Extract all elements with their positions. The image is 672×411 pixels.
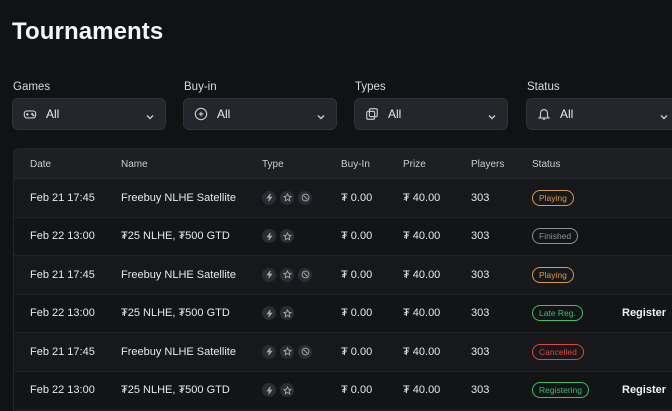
- cell-name: Freebuy NLHE Satellite: [121, 191, 236, 204]
- bolt-icon: [262, 229, 276, 244]
- page-title: Tournaments: [12, 18, 164, 45]
- type-icons: [262, 190, 312, 205]
- cell-buyin: ₮ 0.00: [341, 384, 373, 397]
- chevron-down-icon: [487, 109, 497, 120]
- filter-status-select[interactable]: All: [526, 98, 672, 130]
- column-prize[interactable]: Prize: [403, 159, 426, 170]
- cell-players: 303: [471, 268, 490, 281]
- chip-icon: [298, 267, 312, 282]
- cell-prize: ₮ 40.00: [403, 230, 441, 243]
- cell-date: Feb 22 13:00: [30, 384, 95, 397]
- column-type[interactable]: Type: [262, 159, 284, 170]
- filter-types-select[interactable]: All: [354, 98, 508, 130]
- bell-icon: [537, 107, 551, 121]
- chevron-down-icon: [316, 109, 326, 120]
- cell-name: ₮25 NLHE, ₮500 GTD: [121, 230, 230, 243]
- cell-name: Freebuy NLHE Satellite: [121, 345, 236, 358]
- type-icons: [262, 344, 312, 359]
- filter-games-select[interactable]: All: [12, 98, 166, 130]
- table-row[interactable]: Feb 22 13:00 ₮25 NLHE, ₮500 GTD ₮ 0.00 ₮ 40…: [14, 371, 672, 410]
- cell-players: 303: [471, 230, 490, 243]
- filter-value: All: [560, 107, 574, 121]
- table-row[interactable]: Feb 22 13:00 ₮25 NLHE, ₮500 GTD ₮ 0.00 ₮ 40…: [14, 294, 672, 333]
- star-icon: [280, 344, 294, 359]
- star-icon: [280, 306, 294, 321]
- table-row[interactable]: Feb 21 17:45 Freebuy NLHE Satellite ₮ 0.00…: [14, 179, 672, 218]
- cell-prize: ₮ 40.00: [403, 191, 441, 204]
- chevron-down-icon: [145, 109, 155, 120]
- filter-label-games: Games: [13, 81, 51, 93]
- cell-players: 303: [471, 345, 490, 358]
- cell-date: Feb 22 13:00: [30, 230, 95, 243]
- filter-value: All: [46, 107, 60, 121]
- chevron-down-icon: [659, 109, 669, 120]
- cell-date: Feb 21 17:45: [30, 191, 95, 204]
- filter-value: All: [217, 107, 231, 121]
- cell-prize: ₮ 40.00: [403, 384, 441, 397]
- bolt-icon: [262, 344, 276, 359]
- cell-prize: ₮ 40.00: [403, 268, 441, 281]
- column-buyin[interactable]: Buy-In: [341, 159, 370, 170]
- status-badge: Playing: [532, 189, 574, 206]
- copy-icon: [365, 107, 379, 121]
- type-icons: [262, 229, 294, 244]
- filter-label-buy-in: Buy-in: [184, 81, 217, 93]
- column-name[interactable]: Name: [121, 159, 148, 170]
- status-badge: Late Reg.: [532, 305, 583, 322]
- bolt-icon: [262, 306, 276, 321]
- cell-name: Freebuy NLHE Satellite: [121, 268, 236, 281]
- status-badge: Cancelled: [532, 343, 584, 360]
- cell-players: 303: [471, 191, 490, 204]
- bolt-icon: [262, 383, 276, 398]
- chip-icon: [298, 344, 312, 359]
- cell-prize: ₮ 40.00: [403, 345, 441, 358]
- register-button[interactable]: Register: [622, 384, 667, 397]
- cell-date: Feb 22 13:00: [30, 307, 95, 320]
- bolt-icon: [262, 267, 276, 282]
- cell-buyin: ₮ 0.00: [341, 268, 373, 281]
- tournaments-table: Date Name Type Buy-In Prize Players Stat…: [13, 148, 672, 411]
- column-date[interactable]: Date: [30, 159, 52, 170]
- cell-buyin: ₮ 0.00: [341, 307, 373, 320]
- register-button[interactable]: Register: [622, 307, 667, 320]
- table-row[interactable]: Feb 21 17:45 Freebuy NLHE Satellite ₮ 0.00…: [14, 333, 672, 372]
- bolt-icon: [262, 190, 276, 205]
- gamepad-icon: [23, 107, 37, 121]
- filter-buy-in-select[interactable]: All: [183, 98, 337, 130]
- filter-label-status: Status: [527, 81, 560, 93]
- star-icon: [280, 267, 294, 282]
- cell-buyin: ₮ 0.00: [341, 345, 373, 358]
- table-row[interactable]: Feb 22 13:00 ₮25 NLHE, ₮500 GTD ₮ 0.00 ₮ 40…: [14, 217, 672, 256]
- status-badge: Playing: [532, 266, 574, 283]
- status-badge: Finished: [532, 228, 579, 245]
- cell-players: 303: [471, 307, 490, 320]
- cell-prize: ₮ 40.00: [403, 307, 441, 320]
- star-icon: [280, 383, 294, 398]
- cell-date: Feb 21 17:45: [30, 345, 95, 358]
- cell-name: ₮25 NLHE, ₮500 GTD: [121, 384, 230, 397]
- type-icons: [262, 267, 312, 282]
- star-icon: [280, 190, 294, 205]
- cell-name: ₮25 NLHE, ₮500 GTD: [121, 307, 230, 320]
- type-icons: [262, 383, 294, 398]
- column-players[interactable]: Players: [471, 159, 505, 170]
- star-icon: [280, 229, 294, 244]
- cell-buyin: ₮ 0.00: [341, 230, 373, 243]
- table-header: Date Name Type Buy-In Prize Players Stat…: [14, 149, 672, 179]
- column-status[interactable]: Status: [532, 159, 561, 170]
- table-row[interactable]: Feb 21 17:45 Freebuy NLHE Satellite ₮ 0.00…: [14, 256, 672, 295]
- cell-players: 303: [471, 384, 490, 397]
- chip-icon: [298, 190, 312, 205]
- coin-icon: [194, 107, 208, 121]
- status-badge: Registering: [532, 382, 589, 399]
- cell-buyin: ₮ 0.00: [341, 191, 373, 204]
- filter-value: All: [388, 107, 402, 121]
- type-icons: [262, 306, 294, 321]
- cell-date: Feb 21 17:45: [30, 268, 95, 281]
- filter-label-types: Types: [355, 81, 386, 93]
